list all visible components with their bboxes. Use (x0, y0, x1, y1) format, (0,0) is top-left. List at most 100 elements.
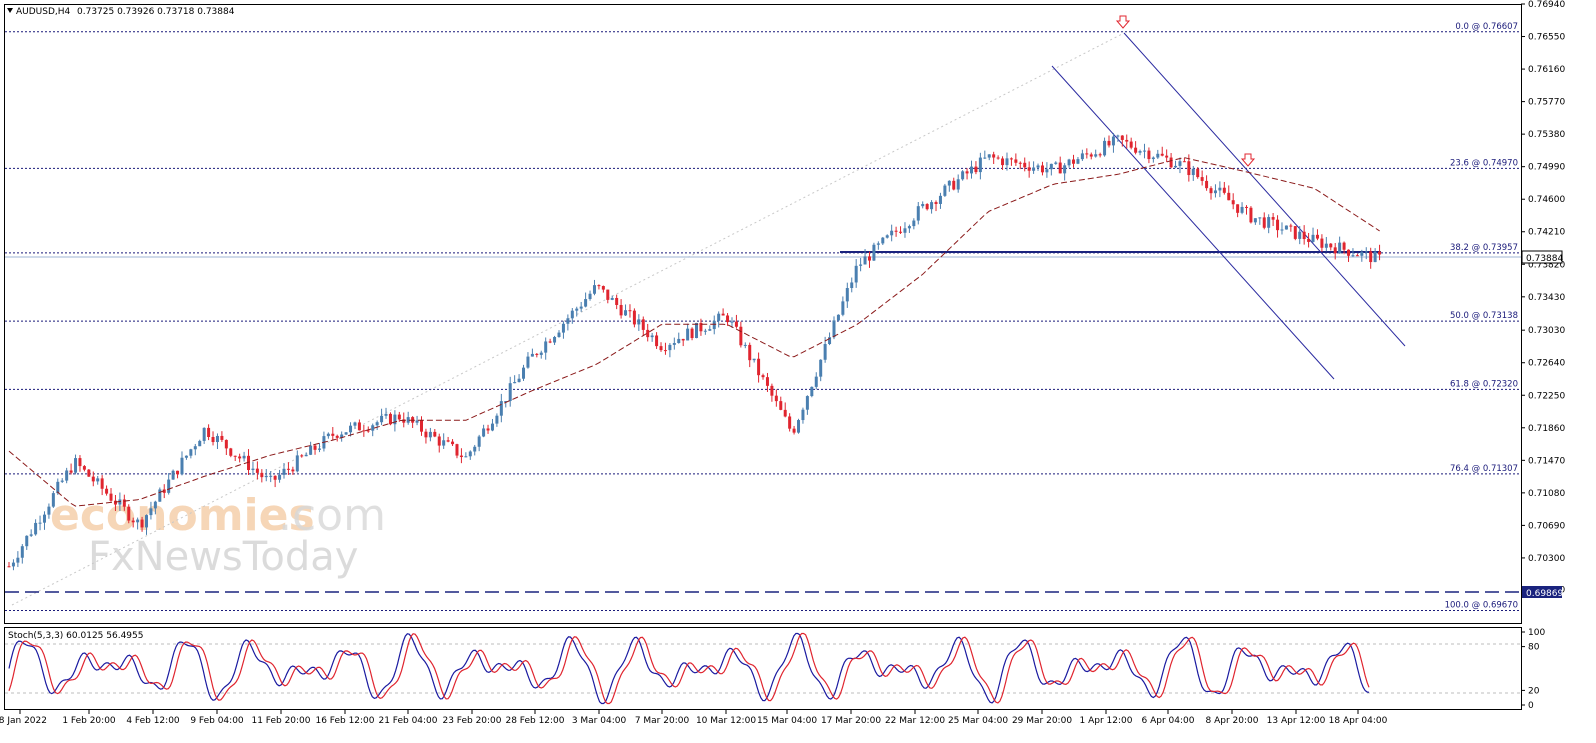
candle-body (459, 455, 463, 458)
candle-body (730, 321, 734, 323)
candle-body (588, 293, 592, 300)
candle-body (646, 329, 650, 338)
candle-body (317, 448, 321, 450)
channel-upper[interactable] (1123, 32, 1406, 347)
current-price-value: 0.73884 (1526, 254, 1563, 264)
candle-body (273, 475, 277, 480)
candle-body (894, 230, 898, 232)
time-tick-label: 3 Mar 04:00 (572, 716, 627, 726)
time-tick-label: 18 Apr 04:00 (1329, 716, 1388, 726)
candle-body (752, 358, 756, 361)
candle-body (522, 367, 526, 379)
price-tick-label: 0.71080 (1528, 489, 1565, 499)
candle-body (20, 546, 24, 558)
candle-body (1125, 139, 1129, 142)
candle-body (1289, 225, 1293, 227)
price-axis[interactable]: 0.76940 0.76550 0.76160 0.75770 0.75380 0.749… (1521, 0, 1565, 596)
time-tick-label: 23 Feb 20:00 (442, 716, 501, 726)
candle-body (402, 419, 406, 423)
candle-body (854, 265, 858, 283)
candle-body (1040, 165, 1044, 173)
candle-body (1049, 163, 1053, 170)
candle-body (1280, 229, 1284, 231)
candle-body (1142, 150, 1146, 152)
candle-body (1320, 238, 1324, 248)
watermark-economies: economies (50, 490, 315, 541)
candle-body (34, 522, 38, 535)
candle-body (269, 475, 273, 477)
candle-body (397, 414, 401, 420)
candle-body (1134, 147, 1138, 153)
candle-body (1324, 243, 1328, 248)
candle-body (1236, 204, 1240, 213)
candle-body (180, 457, 184, 475)
candle-body (916, 206, 920, 221)
stoch-tick-label: 100 (1528, 628, 1545, 638)
candle-body (366, 430, 370, 432)
candle-body (517, 378, 521, 383)
candle-body (464, 456, 468, 458)
candle-body (109, 493, 113, 501)
candle-body (473, 446, 477, 452)
candle-body (437, 436, 441, 446)
stoch-tick-label: 0 (1528, 701, 1534, 711)
candle-body (380, 415, 384, 423)
candle-body (1169, 157, 1173, 168)
candle-body (1369, 251, 1373, 263)
candle-body (978, 157, 982, 173)
candle-body (1284, 225, 1288, 230)
price-tick-label: 0.73030 (1528, 326, 1565, 336)
candle-body (1036, 165, 1040, 168)
candle-body (1209, 188, 1213, 194)
chart-header: AUDUSD,H4 0.73725 0.73926 0.73718 0.7388… (7, 7, 235, 17)
candle-body (415, 420, 419, 423)
candle-body (726, 315, 730, 323)
candle-body (229, 448, 233, 456)
candle-body (198, 440, 202, 447)
candle-body (912, 220, 916, 227)
candle-body (539, 352, 543, 355)
arrow-down-icon (1240, 153, 1256, 167)
fib-level-label: 50.0 @ 0.73138 (1450, 311, 1518, 321)
candle-body (282, 468, 286, 475)
time-tick-label: 21 Feb 04:00 (378, 716, 437, 726)
symbol-label: AUDUSD,H4 (16, 7, 71, 17)
candle-body (1347, 249, 1351, 256)
candle-body (770, 385, 774, 396)
candle-body (810, 386, 814, 397)
candle-body (938, 195, 942, 204)
candle-body (561, 323, 565, 333)
candle-body (136, 519, 140, 523)
candle-body (251, 468, 255, 471)
candle-body (1072, 159, 1076, 164)
time-tick-label: 7 Mar 20:00 (635, 716, 690, 726)
candle-body (1315, 234, 1319, 239)
candle-body (1054, 162, 1058, 164)
candle-body (921, 204, 925, 207)
candle-body (326, 433, 330, 437)
candle-body (349, 425, 353, 433)
candle-body (1014, 159, 1018, 163)
candle-body (1147, 150, 1151, 160)
candle-body (344, 432, 348, 435)
candle-body (1160, 153, 1164, 156)
candle-body (357, 422, 361, 431)
price-tick-label: 0.75380 (1528, 130, 1565, 140)
candle-body (832, 320, 836, 338)
candle-body (1302, 231, 1306, 240)
candle-body (530, 353, 534, 357)
candle-body (1271, 217, 1275, 220)
candle-body (1213, 190, 1217, 194)
channel-lower[interactable] (1051, 65, 1335, 380)
candle-body (615, 297, 619, 305)
triangle-down-icon[interactable] (7, 8, 13, 13)
candle-body (885, 235, 889, 238)
candle-body (1018, 162, 1022, 164)
candle-body (1156, 153, 1160, 158)
ohlc-label: 0.73725 0.73926 0.73718 0.73884 (77, 7, 235, 17)
candle-body (641, 319, 645, 330)
candle-body (87, 469, 91, 477)
candle-body (872, 244, 876, 261)
candle-body (202, 427, 206, 441)
